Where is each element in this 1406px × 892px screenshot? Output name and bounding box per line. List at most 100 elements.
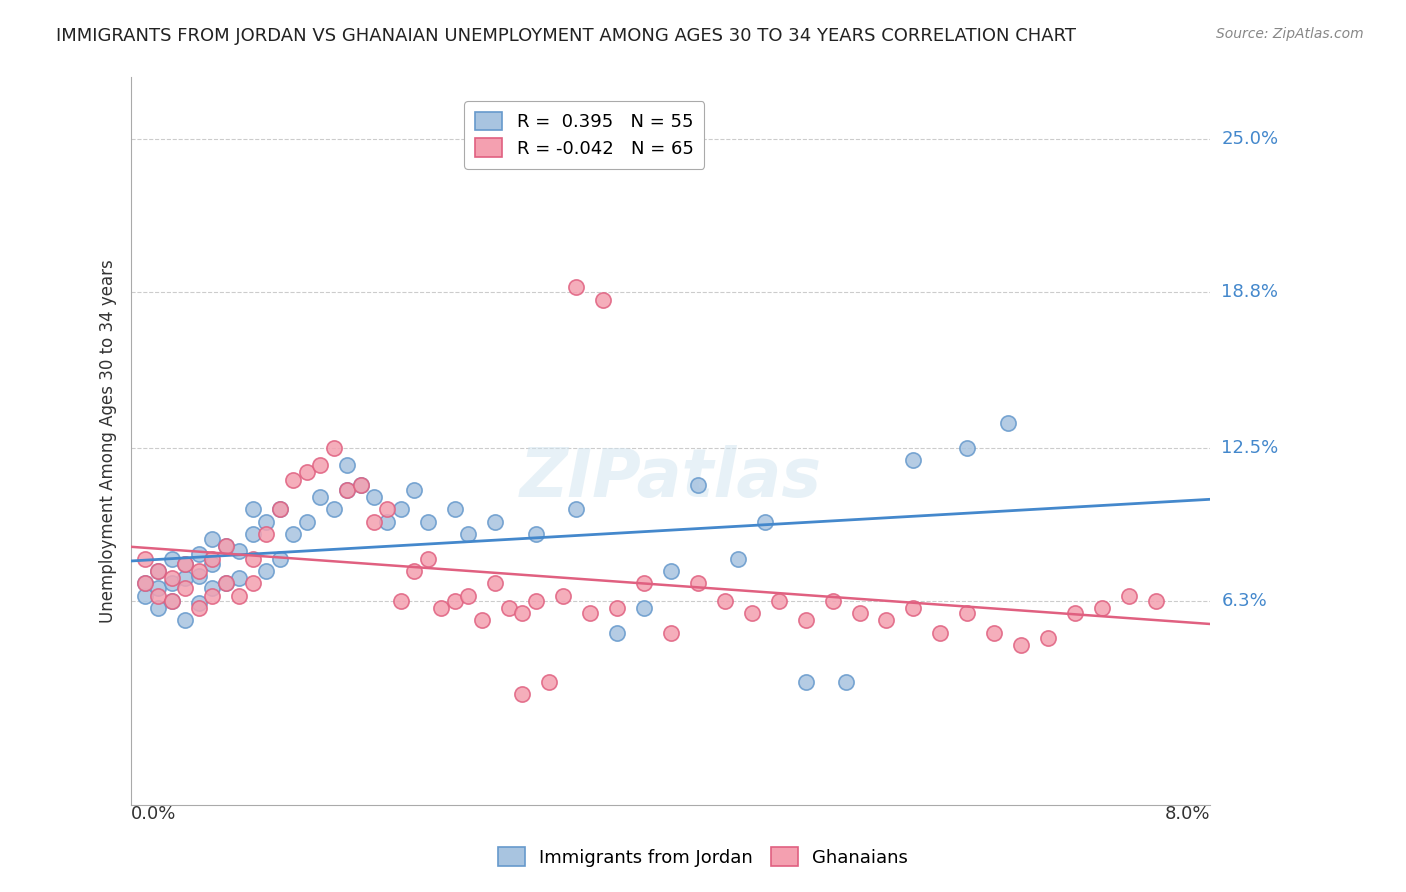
Point [134, 551, 156, 566]
Point [848, 606, 870, 620]
Point [565, 280, 588, 294]
Point [377, 502, 399, 516]
Point [363, 515, 385, 529]
Point [174, 557, 197, 571]
Point [484, 515, 506, 529]
Point [134, 576, 156, 591]
Point [821, 593, 844, 607]
Point [134, 589, 156, 603]
Point [281, 473, 304, 487]
Point [174, 557, 197, 571]
Point [160, 551, 183, 566]
Point [538, 675, 561, 690]
Point [349, 477, 371, 491]
Point [295, 515, 318, 529]
Point [228, 571, 250, 585]
Text: Source: ZipAtlas.com: Source: ZipAtlas.com [1216, 27, 1364, 41]
Point [269, 502, 291, 516]
Point [430, 601, 453, 615]
Legend: R =  0.395   N = 55, R = -0.042   N = 65: R = 0.395 N = 55, R = -0.042 N = 65 [464, 101, 704, 169]
Point [214, 539, 236, 553]
Point [794, 675, 817, 690]
Point [754, 515, 776, 529]
Point [1038, 631, 1060, 645]
Point [201, 589, 224, 603]
Text: ZIPatlas: ZIPatlas [520, 445, 821, 511]
Point [201, 582, 224, 596]
Point [606, 601, 628, 615]
Point [269, 551, 291, 566]
Point [214, 576, 236, 591]
Point [404, 564, 426, 578]
Point [1064, 606, 1087, 620]
Point [336, 483, 359, 497]
Point [242, 527, 264, 541]
Point [1010, 638, 1032, 652]
Point [187, 569, 209, 583]
Point [659, 564, 682, 578]
Point [160, 576, 183, 591]
Point [416, 515, 439, 529]
Point [336, 483, 359, 497]
Point [174, 613, 197, 627]
Point [269, 502, 291, 516]
Point [322, 441, 344, 455]
Point [606, 625, 628, 640]
Point [160, 593, 183, 607]
Point [160, 571, 183, 585]
Point [201, 551, 224, 566]
Point [322, 502, 344, 516]
Point [254, 515, 277, 529]
Point [592, 293, 614, 307]
Point [148, 582, 170, 596]
Point [281, 527, 304, 541]
Point [498, 601, 520, 615]
Text: 8.0%: 8.0% [1164, 805, 1211, 823]
Point [254, 564, 277, 578]
Point [444, 502, 467, 516]
Text: 6.3%: 6.3% [1222, 591, 1267, 609]
Point [377, 515, 399, 529]
Point [1091, 601, 1114, 615]
Point [389, 593, 412, 607]
Point [214, 576, 236, 591]
Point [349, 477, 371, 491]
Point [134, 576, 156, 591]
Point [633, 601, 655, 615]
Point [903, 601, 925, 615]
Point [903, 453, 925, 467]
Point [336, 458, 359, 472]
Point [309, 458, 332, 472]
Point [929, 625, 952, 640]
Point [457, 589, 479, 603]
Point [187, 547, 209, 561]
Legend: Immigrants from Jordan, Ghanaians: Immigrants from Jordan, Ghanaians [491, 840, 915, 874]
Point [389, 502, 412, 516]
Point [659, 625, 682, 640]
Point [148, 601, 170, 615]
Point [578, 606, 600, 620]
Point [309, 490, 332, 504]
Point [363, 490, 385, 504]
Point [956, 606, 979, 620]
Point [242, 551, 264, 566]
Point [727, 551, 749, 566]
Point [457, 527, 479, 541]
Point [160, 593, 183, 607]
Point [956, 441, 979, 455]
Point [201, 557, 224, 571]
Point [686, 576, 709, 591]
Point [187, 596, 209, 610]
Point [148, 564, 170, 578]
Point [471, 613, 494, 627]
Point [228, 544, 250, 558]
Text: IMMIGRANTS FROM JORDAN VS GHANAIAN UNEMPLOYMENT AMONG AGES 30 TO 34 YEARS CORREL: IMMIGRANTS FROM JORDAN VS GHANAIAN UNEMP… [56, 27, 1076, 45]
Point [524, 527, 547, 541]
Point [174, 571, 197, 585]
Point [794, 613, 817, 627]
Point [295, 465, 318, 479]
Point [997, 416, 1019, 430]
Point [254, 527, 277, 541]
Point [214, 539, 236, 553]
Point [768, 593, 790, 607]
